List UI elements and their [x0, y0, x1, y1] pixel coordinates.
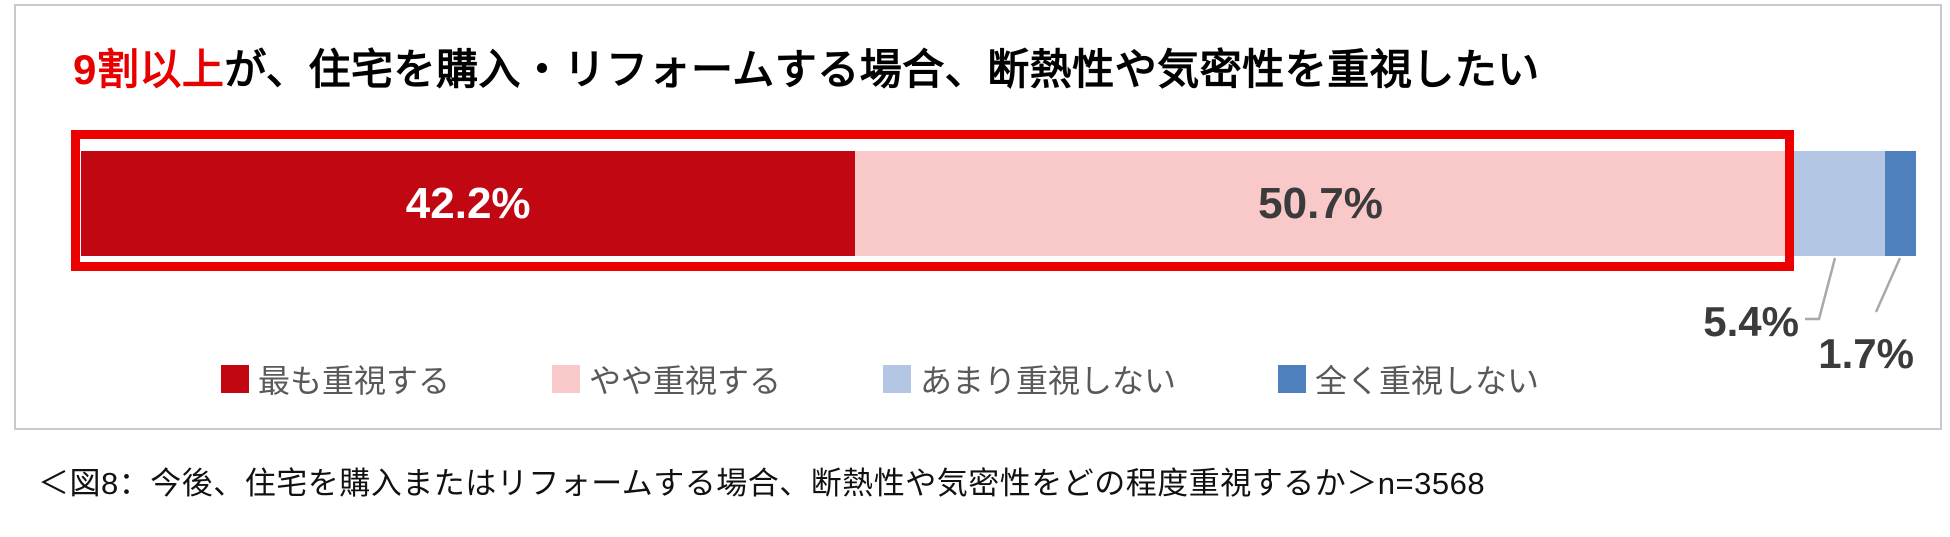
segment-value-label: 50.7% [1258, 178, 1383, 228]
value-label-5-4: 5.4% [1703, 298, 1799, 345]
chart-card: 9割以上が、住宅を購入・リフォームする場合、断熱性や気密性を重視したい 42.2… [14, 4, 1942, 430]
legend-swatch-icon [883, 365, 912, 393]
figure-caption: ＜図8：今後、住宅を購入またはリフォームする場合、断熱性や気密性をどの程度重視す… [38, 466, 1486, 501]
chart-title-highlight: 9割以上 [73, 46, 225, 93]
bar-segment-1: 42.2% [81, 151, 856, 256]
segment-value-label: 42.2% [405, 178, 531, 228]
legend-swatch-icon [552, 365, 581, 393]
value-label-1-7: 1.7% [1818, 330, 1914, 377]
bar-segment-3 [1785, 151, 1885, 256]
legend-item-1: 最も重視する [221, 356, 450, 402]
leader-line-1-7 [1874, 257, 1902, 313]
legend-label: 最も重視する [258, 363, 451, 399]
chart-title-rest: が、住宅を購入・リフォームする場合、断熱性や気密性を重視したい [224, 46, 1540, 93]
legend-swatch-icon [1278, 365, 1307, 393]
legend-label: やや重視する [589, 363, 782, 399]
bar-segment-2: 50.7% [855, 151, 1786, 256]
legend-swatch-icon [221, 365, 249, 393]
chart-title: 9割以上が、住宅を購入・リフォームする場合、断熱性や気密性を重視したい [73, 36, 1923, 97]
legend-item-4: 全く重視しない [1278, 356, 1539, 402]
legend-item-3: あまり重視しない [883, 356, 1176, 402]
leader-line-5-4 [1805, 257, 1837, 321]
legend-label: 全く重視しない [1315, 363, 1540, 399]
legend-label: あまり重視しない [920, 363, 1177, 399]
stacked-bar: 42.2% 50.7% [81, 151, 1916, 256]
legend-item-2: やや重視する [552, 356, 781, 402]
legend: 最も重視する やや重視する あまり重視しない 全く重視しない [221, 356, 1539, 402]
bar-segment-4 [1884, 151, 1916, 256]
